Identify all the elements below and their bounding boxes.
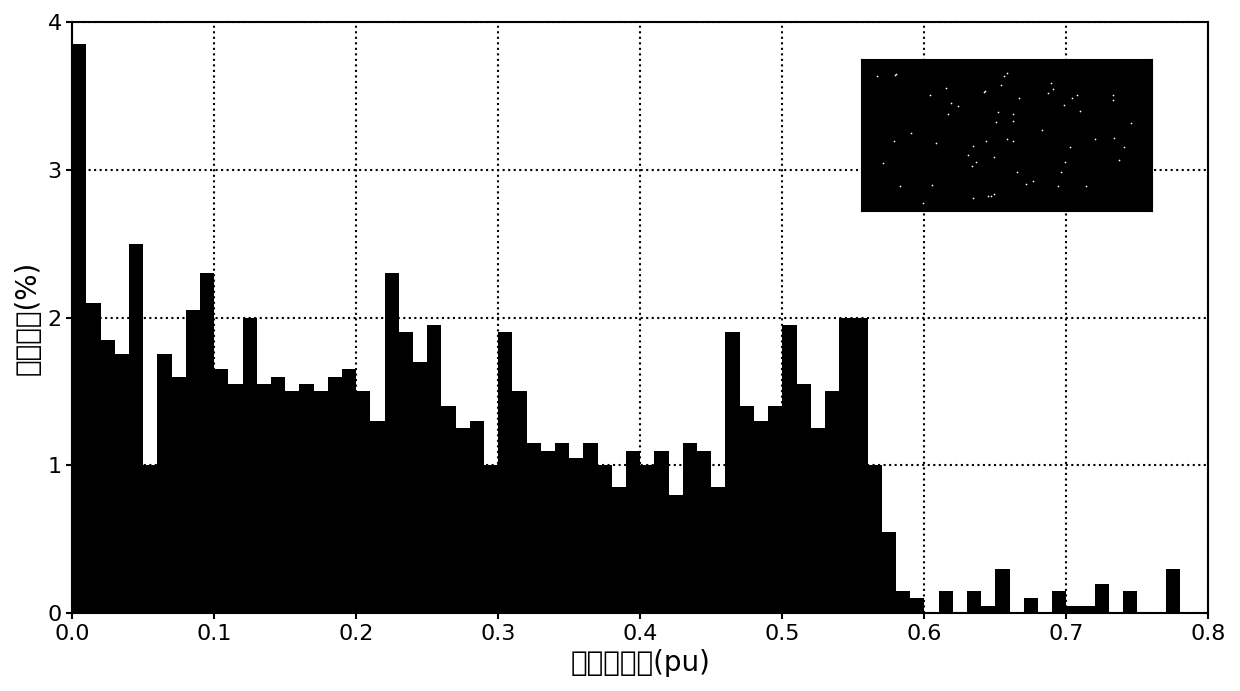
Bar (285, 391, 299, 613)
Bar (384, 273, 399, 613)
Bar (1095, 584, 1109, 613)
Bar (556, 443, 569, 613)
Bar (455, 428, 470, 613)
Bar (740, 406, 754, 613)
Bar (342, 369, 356, 613)
Bar (243, 317, 257, 613)
Y-axis label: 发生概率(%): 发生概率(%) (14, 261, 42, 375)
Bar (272, 377, 285, 613)
Bar (712, 487, 725, 613)
Bar (910, 598, 924, 613)
Bar (981, 606, 996, 613)
Bar (1166, 569, 1180, 613)
Bar (882, 532, 897, 613)
Bar (782, 325, 796, 613)
Bar (1123, 591, 1137, 613)
Bar (655, 451, 668, 613)
Bar (314, 391, 327, 613)
Bar (441, 406, 455, 613)
Bar (1066, 606, 1080, 613)
Bar (143, 465, 157, 613)
Bar (611, 487, 626, 613)
Bar (598, 465, 611, 613)
Bar (257, 384, 272, 613)
Bar (626, 451, 640, 613)
Bar (484, 465, 498, 613)
Bar (839, 317, 853, 613)
Bar (527, 443, 541, 613)
Bar (171, 377, 186, 613)
Bar (399, 332, 413, 613)
Bar (200, 273, 215, 613)
Bar (72, 44, 87, 613)
Bar (584, 443, 598, 613)
Bar (697, 451, 712, 613)
Bar (967, 591, 981, 613)
Bar (87, 303, 100, 613)
Bar (498, 332, 512, 613)
Bar (228, 384, 243, 613)
Bar (470, 421, 484, 613)
Bar (157, 354, 171, 613)
Bar (640, 465, 655, 613)
Bar (541, 451, 556, 613)
Bar (1024, 598, 1038, 613)
Bar (868, 465, 882, 613)
Bar (897, 591, 910, 613)
Bar (683, 443, 697, 613)
Bar (996, 569, 1009, 613)
Bar (754, 421, 768, 613)
Bar (100, 340, 115, 613)
Bar (939, 591, 952, 613)
Bar (1053, 591, 1066, 613)
Bar (115, 354, 129, 613)
Bar (853, 317, 868, 613)
Bar (371, 421, 384, 613)
Bar (428, 325, 441, 613)
Bar (796, 384, 811, 613)
Bar (569, 458, 584, 613)
Bar (811, 428, 825, 613)
Bar (825, 391, 839, 613)
Bar (768, 406, 782, 613)
Bar (413, 362, 428, 613)
Bar (512, 391, 527, 613)
Bar (186, 310, 200, 613)
Bar (215, 369, 228, 613)
Bar (668, 495, 683, 613)
Bar (327, 377, 342, 613)
Bar (1080, 606, 1095, 613)
Bar (129, 244, 143, 613)
Bar (299, 384, 314, 613)
X-axis label: 接入点电压(pu): 接入点电压(pu) (570, 649, 711, 677)
Bar (356, 391, 371, 613)
Bar (725, 332, 740, 613)
